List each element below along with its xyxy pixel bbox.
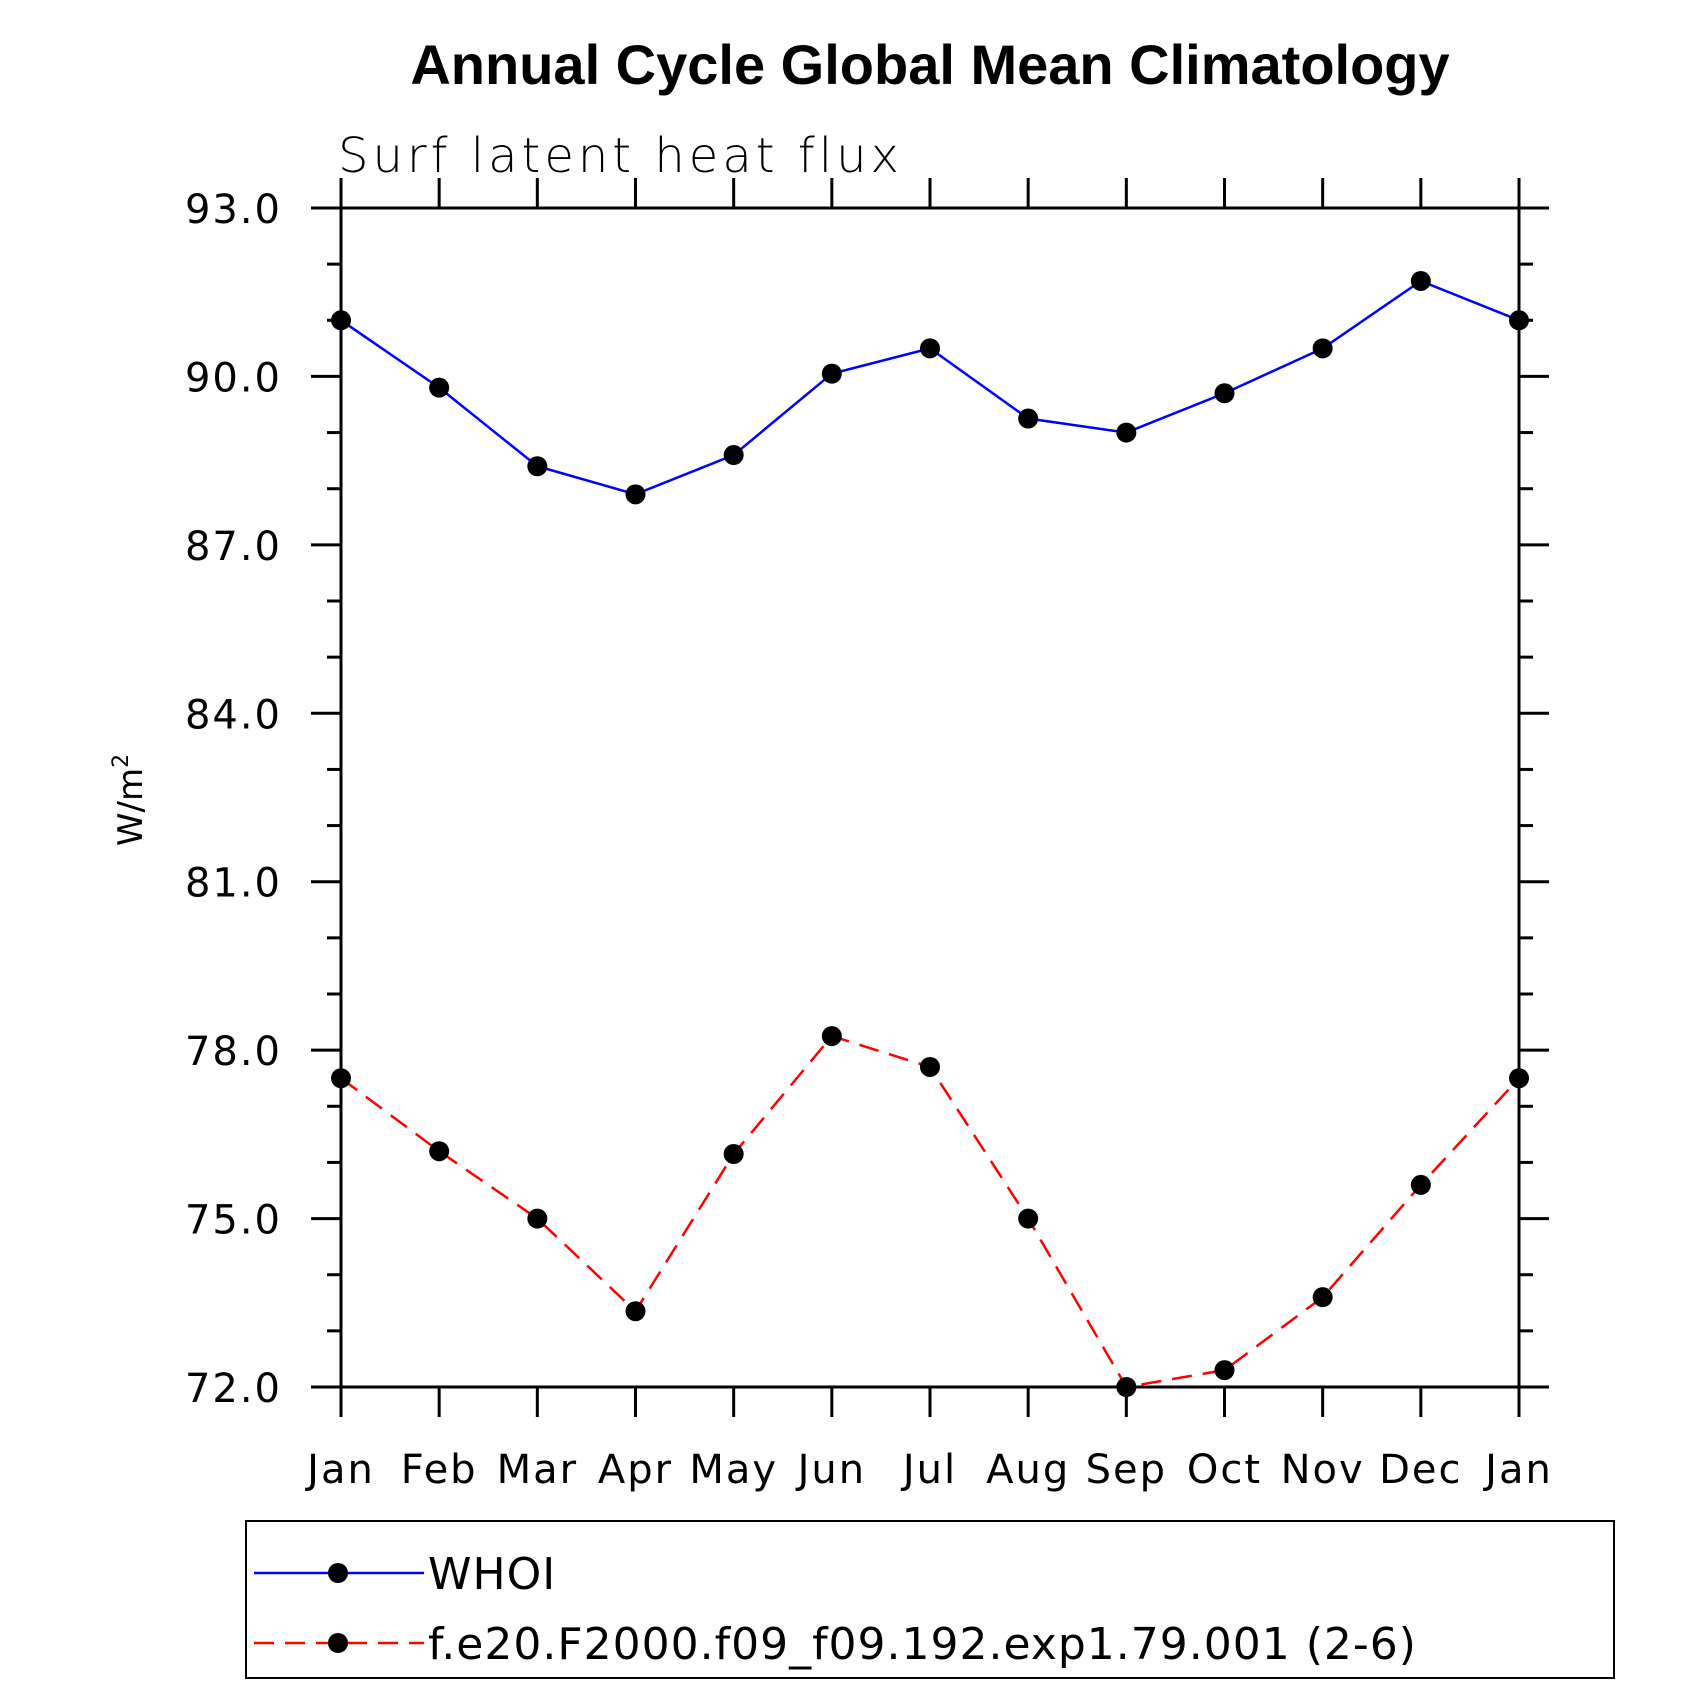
series-line — [340, 1034, 1520, 1389]
data-point — [625, 1301, 646, 1322]
data-point — [527, 456, 548, 477]
data-point — [1018, 1208, 1039, 1229]
svg-text:W/m2: W/m2 — [109, 754, 151, 846]
y-tick-labels: 72.0 75.0 78.0 81.0 84.0 87.0 90.0 93.0 — [185, 187, 282, 1412]
legend-label: WHOI — [428, 1549, 556, 1600]
data-point — [920, 338, 940, 359]
data-point — [331, 310, 351, 331]
x-tick-label: Dec — [1379, 1447, 1462, 1493]
y-tick-label: 75.0 — [185, 1198, 282, 1244]
y-tick-label: 87.0 — [185, 524, 282, 570]
x-tick-label: May — [689, 1447, 778, 1493]
x-tick-label: Sep — [1086, 1447, 1167, 1493]
chart-title: Annual Cycle Global Mean Climatology — [410, 33, 1449, 96]
series-1 — [331, 270, 1529, 505]
data-point — [1410, 270, 1431, 291]
legend-item-2: f.e20.F2000.f09_f09.192.exp1.79.001 (2-6… — [254, 1619, 1417, 1670]
y-tick-label: 78.0 — [185, 1029, 282, 1075]
legend-label: f.e20.F2000.f09_f09.192.exp1.79.001 (2-6… — [428, 1619, 1417, 1670]
data-point — [1312, 338, 1333, 359]
x-tick-label: Aug — [986, 1447, 1070, 1493]
data-point — [527, 1208, 548, 1229]
data-point — [1116, 1377, 1137, 1397]
y-axis-label-text: W/m — [111, 768, 151, 846]
x-tick-label: Mar — [497, 1447, 578, 1493]
y-axis-label: W/m2 — [109, 754, 151, 846]
x-tick-label: Feb — [401, 1447, 478, 1493]
y-tick-label: 84.0 — [185, 692, 282, 738]
legend-item-1: WHOI — [254, 1549, 556, 1600]
data-point — [429, 377, 450, 398]
legend-box — [245, 1520, 1615, 1679]
data-point — [331, 1068, 351, 1089]
x-tick-label: Jul — [900, 1447, 957, 1493]
plot-frame — [339, 206, 1521, 1389]
series-2 — [331, 1026, 1529, 1397]
data-point — [1509, 1068, 1529, 1089]
axis-ticks — [311, 178, 1549, 1417]
y-tick-label: 90.0 — [185, 355, 282, 401]
data-point — [1214, 383, 1235, 404]
x-tick-labels: Jan Feb Mar Apr May Jun Jul Aug Sep Oct Nov Dec Jan — [304, 1447, 1553, 1493]
y-tick-label: 93.0 — [185, 187, 282, 233]
x-tick-label: Oct — [1187, 1447, 1262, 1493]
legend: WHOI f.e20.F2000.f09_f09.192.exp1.79.001 … — [245, 1520, 1615, 1679]
data-point — [1018, 408, 1039, 429]
chart-subtitle: Surf latent heat flux — [338, 128, 903, 184]
data-point — [1509, 310, 1529, 331]
data-point — [821, 363, 842, 384]
x-tick-label: Jan — [304, 1447, 375, 1493]
data-point — [821, 1026, 842, 1047]
data-point — [723, 1144, 744, 1165]
x-tick-label: Nov — [1281, 1447, 1365, 1493]
legend-marker — [328, 1563, 348, 1583]
x-tick-label: Jun — [795, 1447, 867, 1493]
data-series — [331, 270, 1529, 1397]
y-tick-label: 72.0 — [185, 1366, 282, 1412]
data-point — [920, 1056, 940, 1077]
x-tick-label: Jan — [1482, 1447, 1553, 1493]
data-point — [429, 1141, 450, 1162]
data-point — [723, 445, 744, 466]
y-axis-label-superscript: 2 — [109, 754, 134, 768]
data-point — [1410, 1174, 1431, 1195]
y-tick-label: 81.0 — [185, 861, 282, 907]
data-point — [1116, 422, 1137, 443]
x-tick-label: Apr — [598, 1447, 673, 1493]
data-point — [1214, 1360, 1235, 1381]
data-point — [1312, 1287, 1333, 1308]
legend-marker — [328, 1633, 348, 1653]
data-point — [625, 484, 646, 505]
series-line — [340, 279, 1520, 496]
